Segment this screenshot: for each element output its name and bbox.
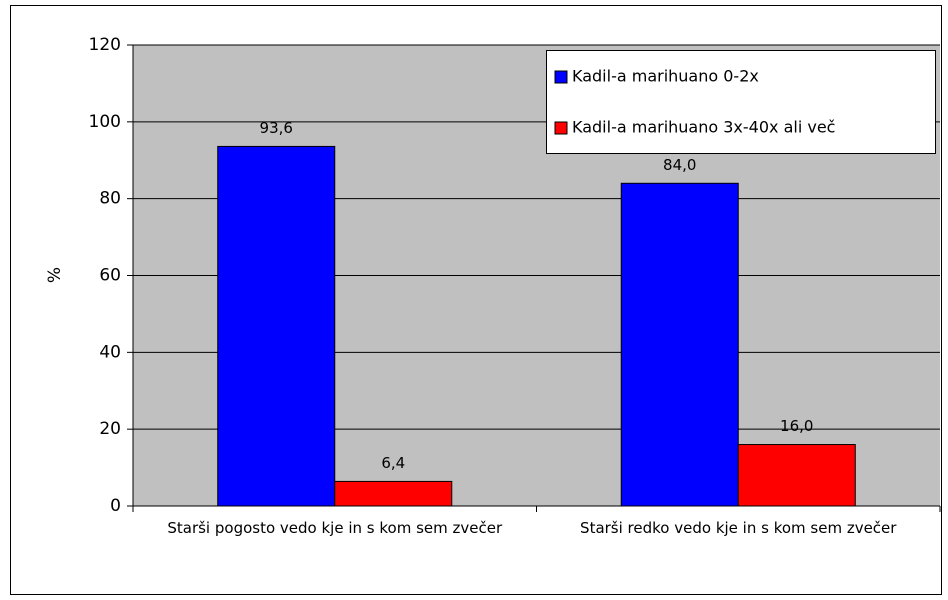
legend-label: Kadil-a marihuano 0-2x [572, 67, 759, 86]
y-tick-label: 40 [99, 342, 121, 362]
y-tick-label: 20 [99, 419, 121, 439]
x-tick-label-box: Starši redko vedo kje in s kom sem zveče… [580, 519, 897, 537]
bar [737, 444, 856, 507]
legend-label: Kadil-a marihuano 3x-40x ali več [572, 118, 835, 137]
y-tick-label: 0 [110, 496, 121, 516]
data-label: 93,6 [260, 119, 293, 137]
y-tick-label: 80 [99, 189, 121, 209]
y-tick-label: 60 [99, 266, 121, 286]
y-tick-label: 120 [89, 35, 121, 55]
bar [620, 182, 739, 507]
data-label: 16,0 [780, 417, 813, 435]
x-tick-label: Starši pogosto vedo kje in s kom sem zve… [167, 519, 503, 537]
legend-swatch [554, 121, 568, 135]
data-label: 84,0 [663, 156, 696, 174]
bar [334, 480, 453, 507]
y-tick-label: 100 [89, 112, 121, 132]
x-tick-label-box: Starši pogosto vedo kje in s kom sem zve… [167, 519, 503, 537]
data-label: 6,4 [381, 454, 405, 472]
legend [546, 50, 936, 154]
y-axis-label: % [45, 267, 65, 283]
bar [217, 145, 336, 507]
legend-swatch [554, 70, 568, 84]
x-tick-label: Starši redko vedo kje in s kom sem zveče… [580, 519, 897, 537]
